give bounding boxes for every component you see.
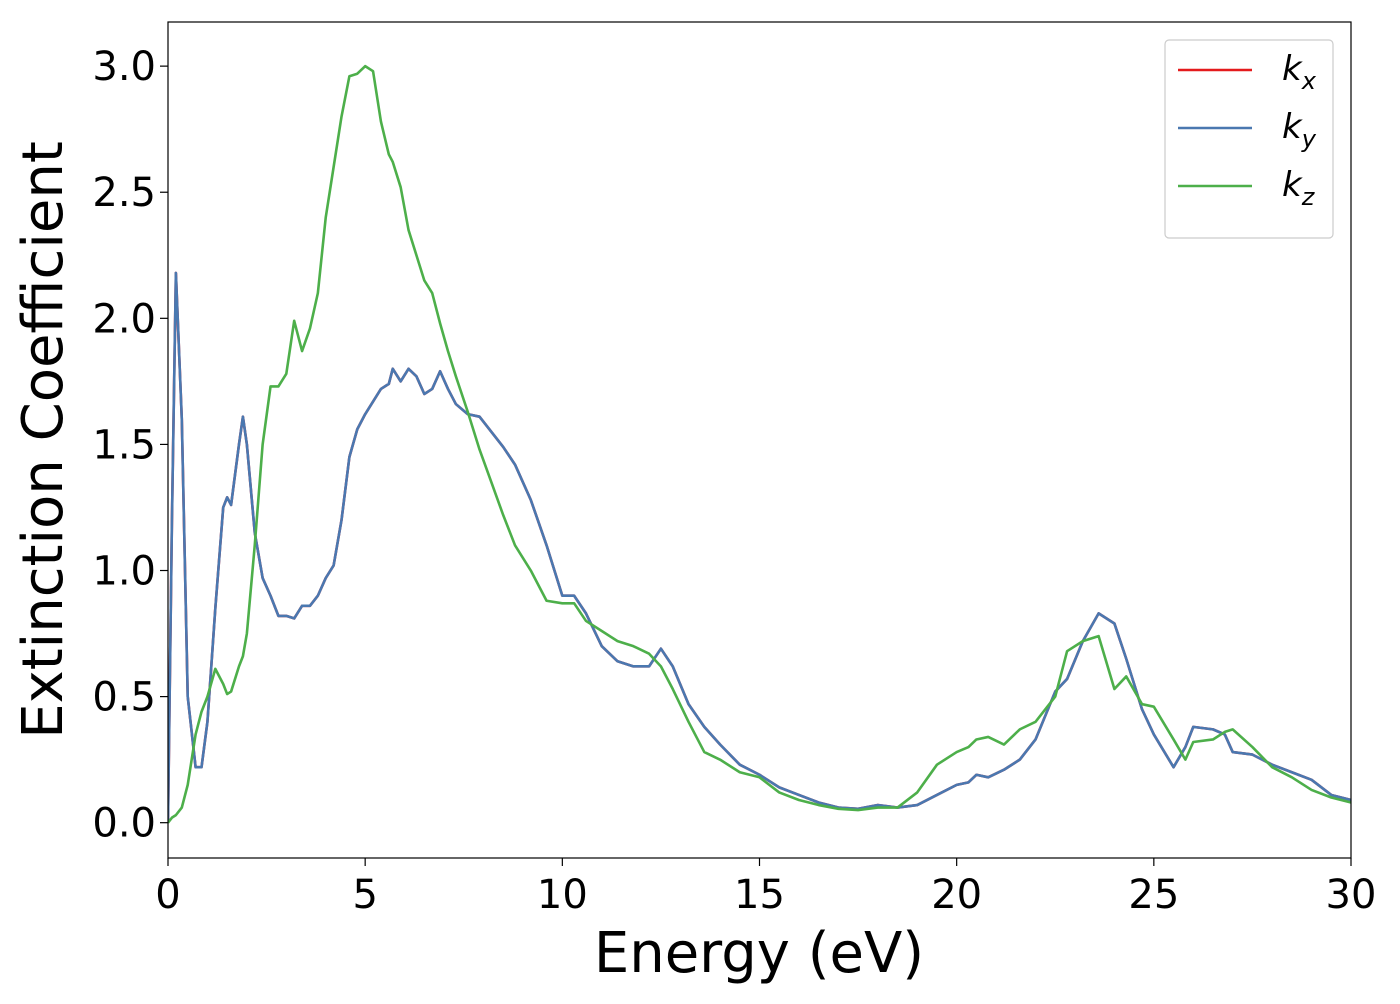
series-line xyxy=(168,271,1351,823)
legend-box xyxy=(1164,39,1334,239)
y-tick-label: 1.0 xyxy=(92,549,156,595)
series-line xyxy=(168,64,1351,824)
y-tick-label: 0.5 xyxy=(92,675,156,721)
x-axis-label: Energy (eV) xyxy=(594,921,924,986)
y-tick-label: 3.0 xyxy=(92,44,156,90)
y-tick-label: 0.0 xyxy=(92,801,156,847)
x-tick-label: 10 xyxy=(537,872,588,918)
x-tick-label: 5 xyxy=(352,872,377,918)
plot-lines xyxy=(168,64,1351,824)
x-tick-label: 25 xyxy=(1128,872,1179,918)
y-tick-label: 2.5 xyxy=(92,170,156,216)
x-tick-label: 20 xyxy=(931,872,982,918)
legend-label: kz xyxy=(1282,165,1316,211)
y-tick-label: 1.5 xyxy=(92,422,156,468)
x-tick-label: 15 xyxy=(734,872,785,918)
y-axis-label: Extinction Coefficient xyxy=(11,141,76,739)
legend-label: ky xyxy=(1282,107,1317,153)
x-tick-label: 30 xyxy=(1326,872,1377,918)
y-tick-label: 2.0 xyxy=(92,296,156,342)
legend-label: kx xyxy=(1282,49,1317,95)
x-tick-label: 0 xyxy=(155,872,180,918)
